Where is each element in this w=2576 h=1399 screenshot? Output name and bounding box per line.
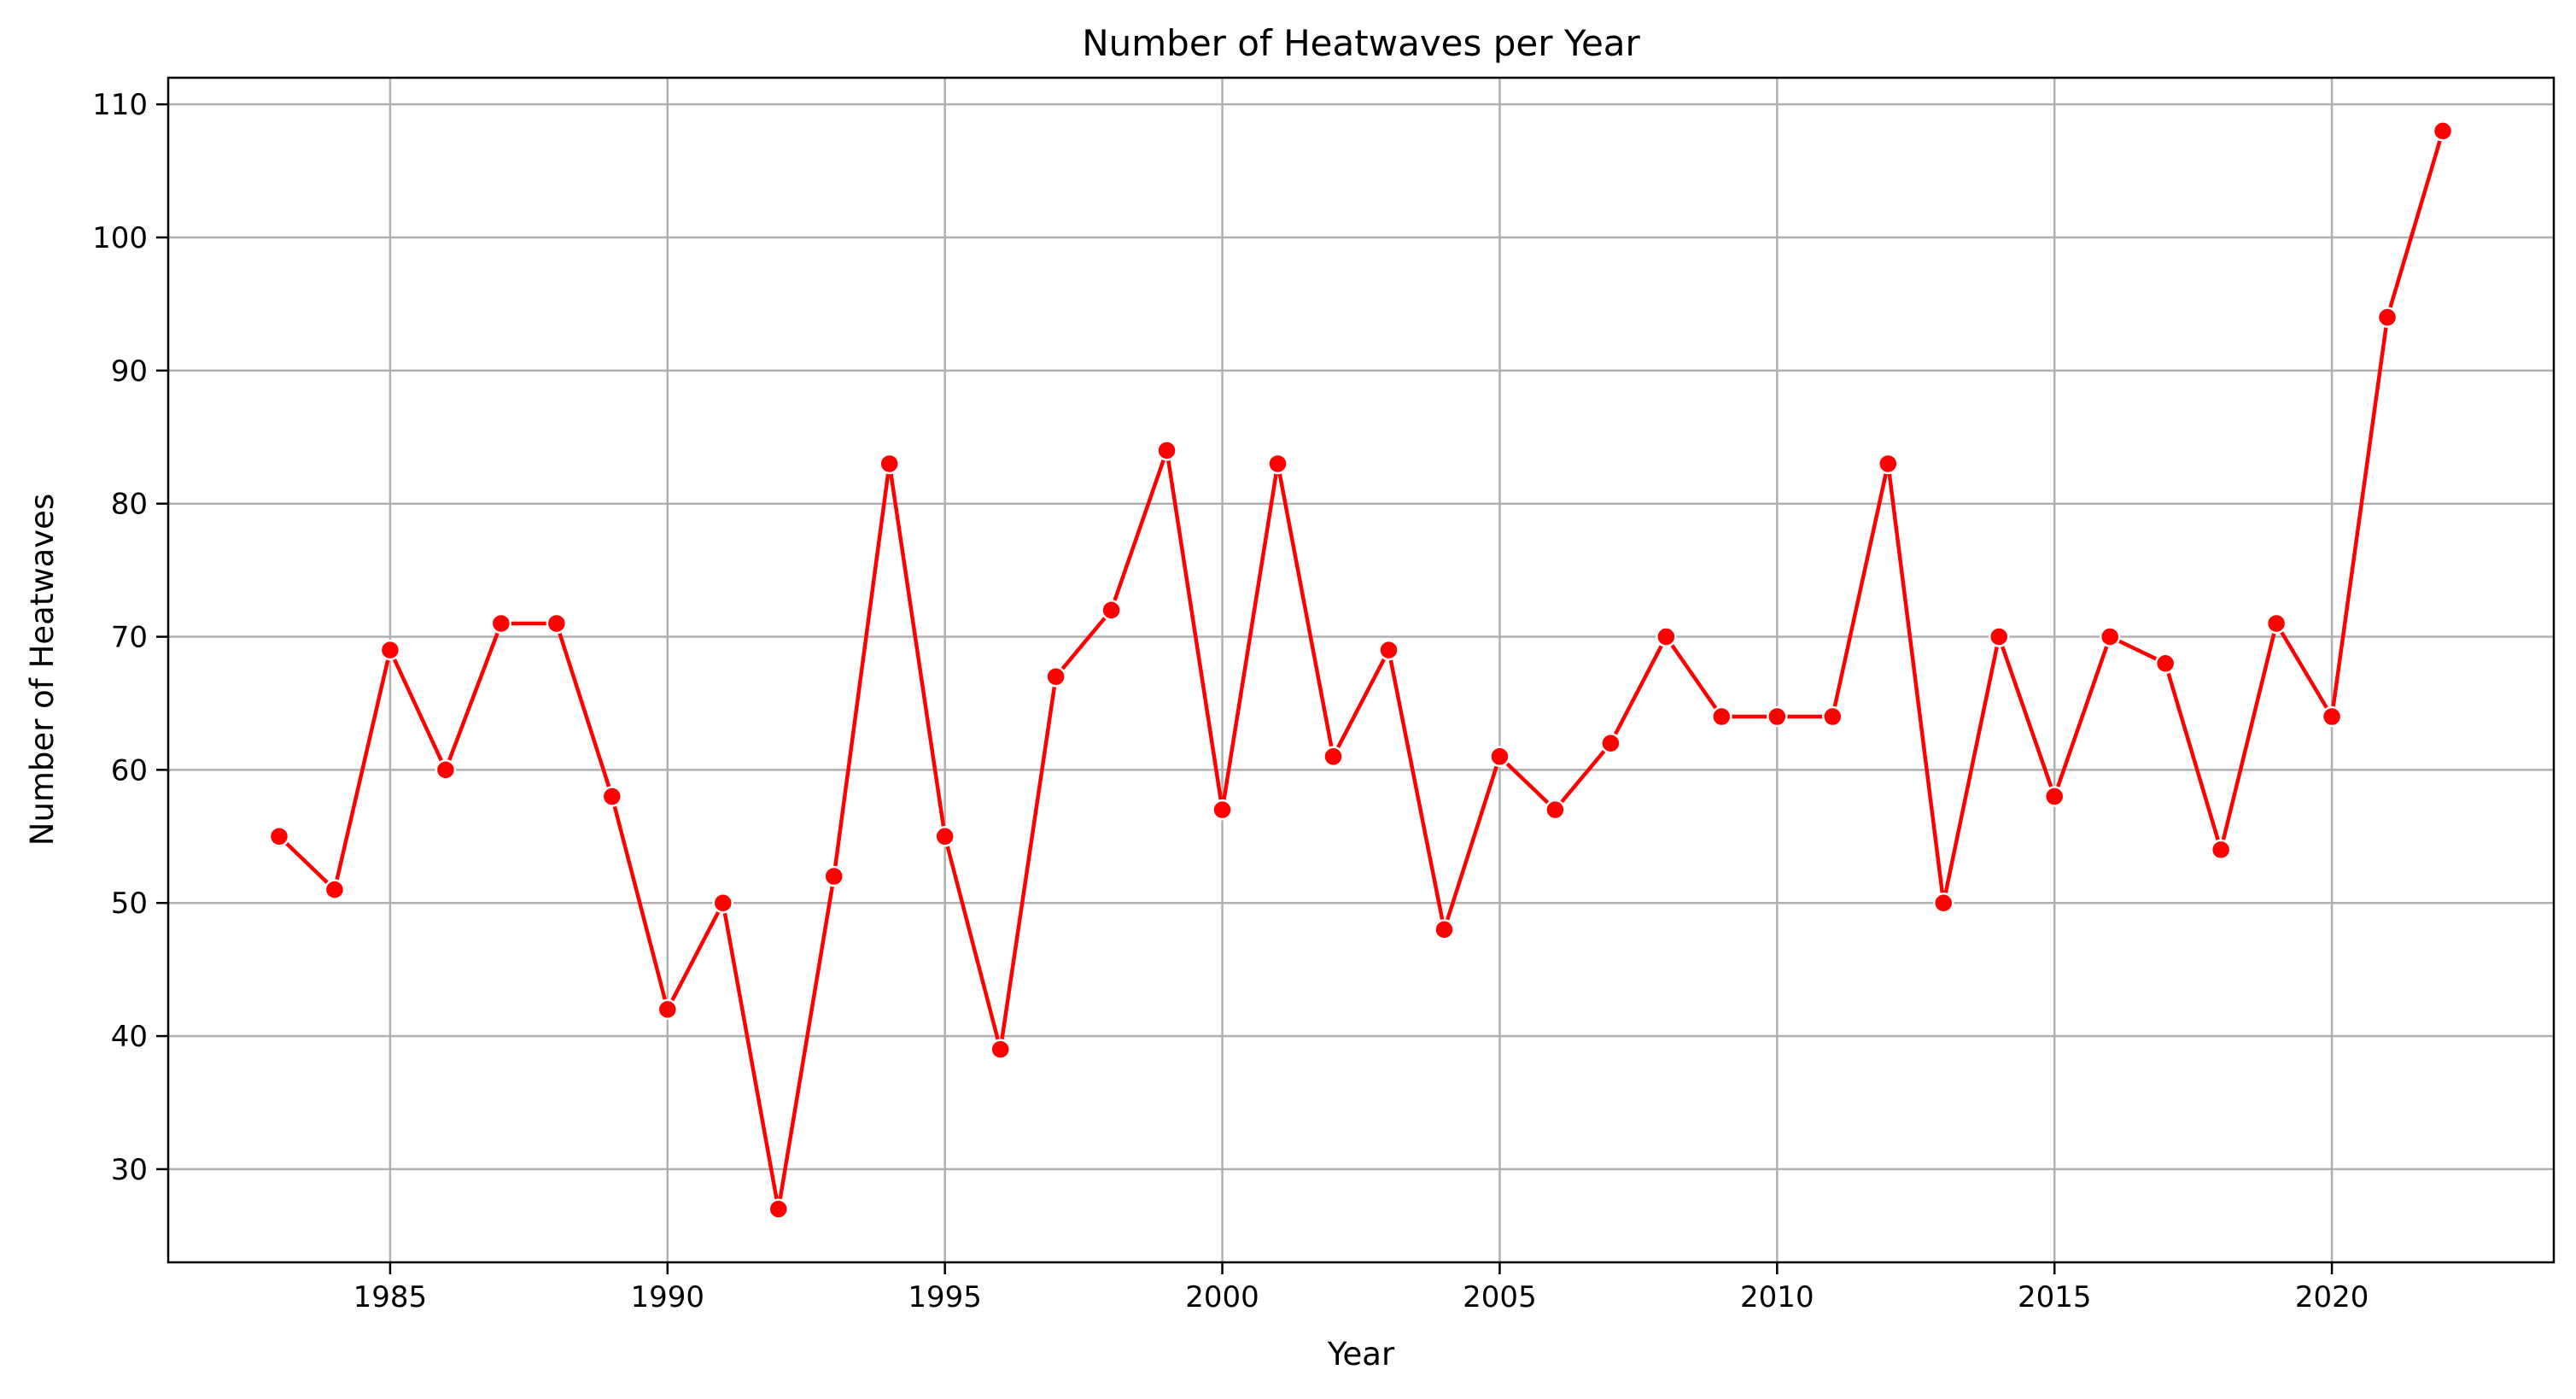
data-point xyxy=(768,1198,789,1220)
data-point xyxy=(1988,626,2010,647)
data-point xyxy=(2432,120,2454,142)
data-point xyxy=(1933,892,1954,914)
y-axis-label: Number of Heatwaves xyxy=(24,494,61,846)
series-heatwaves xyxy=(268,120,2454,1220)
y-tick-label: 30 xyxy=(111,1153,148,1187)
chart-title: Number of Heatwaves per Year xyxy=(1082,22,1640,64)
data-point xyxy=(1545,799,1566,821)
data-point xyxy=(1878,453,1899,475)
data-point xyxy=(2099,626,2121,647)
data-point xyxy=(1101,600,1122,621)
x-tick-label: 2005 xyxy=(1463,1280,1537,1314)
data-point xyxy=(546,612,568,635)
data-point xyxy=(1711,705,1732,728)
data-point xyxy=(268,826,290,847)
x-tick-label: 2010 xyxy=(1740,1280,1814,1314)
data-point xyxy=(1267,453,1288,475)
data-point xyxy=(490,612,512,635)
data-point xyxy=(823,865,844,887)
data-point xyxy=(1656,626,1677,647)
data-point xyxy=(657,998,679,1021)
data-point xyxy=(1212,799,1233,821)
data-point xyxy=(1156,440,1177,461)
axis-ticks: 1985 1990 1995 2000 2005 2010 2015 2020 30 40 50 60… xyxy=(92,88,2369,1314)
x-tick-label: 1995 xyxy=(908,1280,982,1314)
data-point xyxy=(2265,612,2287,635)
data-point xyxy=(2210,839,2232,861)
x-tick-label: 1990 xyxy=(631,1280,705,1314)
data-point xyxy=(1489,746,1510,768)
data-point xyxy=(1600,732,1621,754)
data-point xyxy=(601,786,623,807)
data-point xyxy=(1323,746,1344,768)
x-tick-label: 1985 xyxy=(353,1280,428,1314)
y-tick-label: 40 xyxy=(111,1020,148,1054)
y-tick-label: 50 xyxy=(111,887,148,921)
data-point xyxy=(712,892,734,914)
data-point xyxy=(1434,919,1455,940)
data-point xyxy=(2043,786,2065,807)
data-point xyxy=(1378,639,1399,661)
data-point xyxy=(324,879,346,900)
y-tick-label: 90 xyxy=(111,354,148,389)
y-tick-label: 110 xyxy=(92,88,148,122)
data-point xyxy=(1822,705,1843,728)
data-point xyxy=(990,1039,1011,1060)
y-tick-label: 60 xyxy=(111,753,148,787)
data-point xyxy=(934,826,955,847)
x-tick-label: 2020 xyxy=(2295,1280,2369,1314)
data-point xyxy=(1045,666,1066,688)
x-axis-label: Year xyxy=(1327,1336,1395,1373)
data-point xyxy=(435,759,457,781)
y-tick-label: 80 xyxy=(111,488,148,522)
x-tick-label: 2015 xyxy=(2018,1280,2092,1314)
data-point xyxy=(379,639,401,661)
data-point xyxy=(2376,307,2398,328)
series-line xyxy=(277,130,2445,1211)
data-point xyxy=(1767,705,1788,728)
data-point xyxy=(879,453,900,475)
data-point xyxy=(2154,653,2176,674)
y-tick-label: 100 xyxy=(92,221,148,255)
data-point xyxy=(2321,705,2343,728)
grid-lines xyxy=(168,78,2554,1262)
x-tick-label: 2000 xyxy=(1185,1280,1259,1314)
y-tick-label: 70 xyxy=(111,621,148,655)
plot-frame xyxy=(166,76,2556,1264)
